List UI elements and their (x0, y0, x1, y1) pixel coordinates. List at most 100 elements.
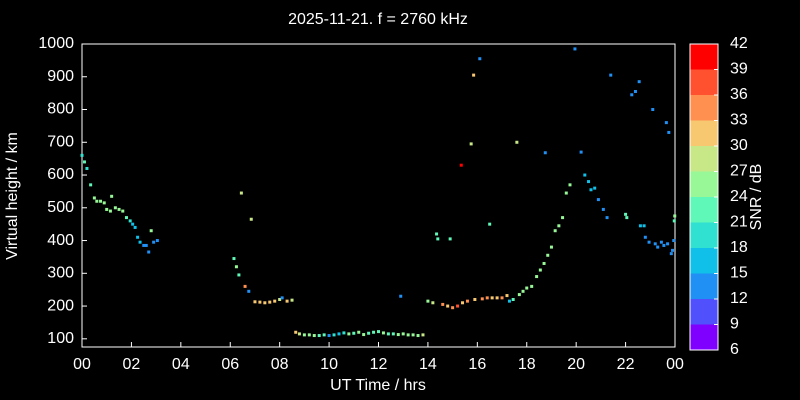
point (515, 140, 519, 144)
point (564, 191, 568, 195)
point (651, 108, 655, 112)
point (89, 183, 93, 187)
point (273, 299, 277, 303)
point (290, 298, 294, 302)
y-tick-label: 500 (47, 199, 74, 216)
point (426, 299, 430, 303)
x-tick-label: 20 (567, 356, 585, 373)
point (237, 273, 241, 277)
point (647, 240, 651, 244)
point (593, 186, 597, 190)
y-tick-label: 100 (47, 330, 74, 347)
point (136, 235, 140, 239)
point (332, 333, 336, 337)
point (327, 334, 331, 338)
point (110, 194, 114, 198)
point (357, 330, 361, 334)
colorbar-band (690, 171, 718, 197)
point (232, 257, 236, 261)
point (263, 301, 267, 305)
point (542, 261, 546, 265)
point (500, 296, 504, 300)
y-tick-label: 400 (47, 232, 74, 249)
point (488, 222, 492, 226)
point (557, 224, 561, 228)
point (568, 183, 572, 187)
point (342, 331, 346, 335)
point (633, 89, 637, 93)
y-tick-label: 200 (47, 297, 74, 314)
point (485, 296, 489, 300)
point (579, 150, 583, 154)
colorbar-tick-label: 36 (730, 86, 748, 103)
point (317, 334, 321, 338)
colorbar-band (690, 197, 718, 223)
point (95, 199, 99, 203)
point (302, 333, 306, 337)
point (386, 332, 390, 336)
y-tick-label: 900 (47, 68, 74, 85)
point (152, 240, 156, 244)
point (381, 331, 385, 335)
point (472, 73, 476, 77)
point (285, 299, 289, 303)
point (108, 209, 112, 213)
colorbar-band (690, 120, 718, 146)
x-tick-label: 08 (271, 356, 289, 373)
point (278, 298, 282, 302)
point (307, 333, 311, 337)
point (249, 217, 253, 221)
point (656, 245, 660, 249)
x-tick-label: 16 (468, 356, 486, 373)
point (155, 239, 159, 243)
point (85, 166, 89, 170)
x-tick-label: 04 (172, 356, 190, 373)
point (80, 153, 84, 157)
point (530, 284, 534, 288)
point (673, 214, 677, 218)
point (535, 275, 539, 279)
point (543, 151, 547, 155)
colorbar-label: SNR / dB (748, 164, 765, 231)
point (605, 216, 609, 220)
point (138, 240, 142, 244)
point (625, 216, 629, 220)
colorbar-tick-label: 39 (730, 61, 748, 78)
point (511, 298, 515, 302)
point (538, 268, 542, 272)
colorbar-tick-label: 42 (730, 35, 748, 52)
point (666, 242, 670, 246)
point (517, 293, 521, 297)
point (406, 333, 410, 337)
colorbar-band (690, 299, 718, 325)
point (546, 253, 550, 257)
x-tick-label: 02 (123, 356, 141, 373)
point (377, 330, 380, 334)
point (436, 237, 440, 241)
point (525, 286, 529, 290)
colorbar-band (690, 222, 718, 248)
point (653, 242, 657, 246)
point (478, 57, 482, 61)
point (312, 334, 316, 338)
point (505, 294, 509, 298)
point (480, 297, 484, 301)
point (596, 198, 600, 202)
point (659, 240, 663, 244)
point (583, 173, 587, 177)
point (247, 289, 251, 293)
point (448, 237, 452, 241)
point (421, 333, 425, 337)
colorbar-tick-label: 15 (730, 265, 748, 282)
point (147, 250, 151, 254)
colorbar-band (690, 69, 718, 95)
x-tick-label: 00 (73, 356, 91, 373)
point (672, 219, 676, 223)
colorbar-tick-label: 9 (730, 316, 739, 333)
x-axis-label: UT Time / hrs (330, 377, 426, 394)
colorbar-tick-label: 27 (730, 163, 748, 180)
point (113, 206, 117, 210)
point (446, 304, 450, 308)
point (411, 333, 415, 337)
